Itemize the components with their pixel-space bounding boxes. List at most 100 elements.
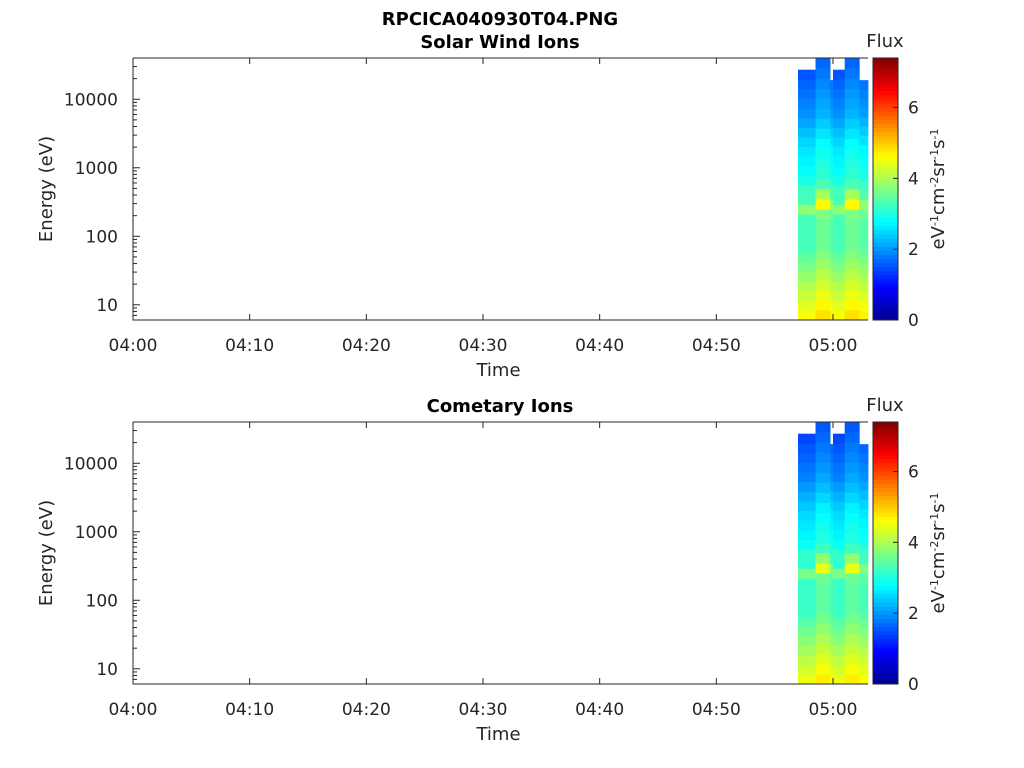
- heatmap-cell: [798, 146, 816, 157]
- heatmap-cell: [844, 613, 860, 624]
- heatmap-cell: [833, 252, 846, 263]
- heatmap-cell: [815, 148, 831, 160]
- heatmap-cell: [844, 88, 860, 99]
- colorbar-tick-label: 2: [908, 604, 919, 624]
- heatmap-cell: [833, 433, 846, 444]
- colorbar-swatch: [873, 577, 898, 583]
- heatmap-cell: [859, 471, 869, 482]
- heatmap-cell: [798, 597, 816, 608]
- colorbar-swatch: [873, 651, 898, 656]
- colorbar-swatch: [873, 115, 898, 120]
- colorbar-swatch: [873, 189, 898, 194]
- heatmap-cell: [798, 529, 816, 540]
- heatmap-cell: [833, 664, 846, 675]
- heatmap-cell: [859, 80, 869, 90]
- heatmap-cell: [830, 181, 834, 192]
- colorbar-swatch: [873, 98, 898, 104]
- heatmap-cell: [833, 616, 846, 627]
- colorbar-swatch: [873, 311, 898, 317]
- heatmap-cell: [798, 127, 816, 138]
- heatmap-cell: [815, 289, 831, 301]
- heatmap-cell: [815, 442, 831, 453]
- colorbar-swatch: [873, 197, 898, 202]
- colorbar-swatch: [873, 483, 898, 488]
- heatmap-cell: [859, 610, 869, 620]
- x-tick-label: 04:40: [575, 700, 624, 720]
- colorbar-swatch: [873, 602, 898, 607]
- heatmap-cell: [833, 156, 846, 167]
- heatmap-cell: [844, 229, 860, 240]
- heatmap-cell: [815, 492, 831, 504]
- y-tick-label: 10000: [64, 90, 118, 110]
- colorbar-swatch: [873, 553, 898, 558]
- heatmap-cell: [830, 117, 834, 127]
- heatmap-cell: [844, 168, 860, 180]
- colorbar-swatch: [873, 491, 898, 497]
- x-axis-label: Time: [475, 360, 520, 381]
- x-tick-label: 04:20: [342, 700, 391, 720]
- x-tick-label: 04:30: [459, 336, 508, 356]
- heatmap-cell: [844, 643, 860, 655]
- colorbar-swatch: [873, 524, 898, 529]
- heatmap-cell: [798, 310, 816, 321]
- heatmap-cell: [844, 522, 860, 534]
- heatmap-cell: [859, 236, 869, 247]
- heatmap-cell: [844, 512, 860, 524]
- x-tick-label: 04:00: [109, 336, 158, 356]
- heatmap-cell: [859, 453, 869, 463]
- colorbar-tick-label: 4: [908, 169, 919, 189]
- heatmap-cell: [859, 209, 869, 219]
- heatmap-cell: [798, 587, 816, 598]
- colorbar-swatch: [873, 127, 898, 133]
- heatmap-cell: [844, 573, 860, 584]
- colorbar-swatch: [873, 467, 898, 472]
- heatmap-cell: [815, 653, 831, 665]
- heatmap-cell: [798, 98, 816, 109]
- heatmap-cell: [798, 300, 816, 311]
- heatmap-cell: [833, 223, 846, 234]
- colorbar-swatch: [873, 634, 898, 640]
- heatmap-cell: [815, 563, 831, 574]
- y-tick-label: 100: [86, 591, 118, 611]
- colorbar-swatch: [873, 172, 898, 178]
- colorbar-swatch: [873, 450, 898, 456]
- heatmap-cell: [844, 563, 860, 574]
- heatmap-cell: [830, 209, 834, 219]
- heatmap-cell: [844, 452, 860, 463]
- heatmap-cell: [833, 568, 846, 579]
- heatmap-cell: [830, 499, 834, 510]
- heatmap-cell: [859, 273, 869, 284]
- heatmap-cell: [798, 88, 816, 99]
- heatmap-cell: [830, 98, 834, 109]
- heatmap-cell: [830, 264, 834, 275]
- heatmap-cell: [833, 117, 846, 128]
- heatmap-cell: [859, 126, 869, 136]
- colorbar-swatch: [873, 430, 898, 435]
- colorbar-swatch: [873, 315, 898, 321]
- heatmap-cell: [830, 490, 834, 500]
- heatmap-cell: [859, 98, 869, 109]
- heatmap-cell: [859, 508, 869, 519]
- heatmap-cell: [844, 422, 860, 433]
- heatmap-cell: [830, 218, 834, 229]
- colorbar-swatch: [873, 176, 898, 182]
- heatmap-cell: [815, 472, 831, 483]
- heatmap-cell: [830, 582, 834, 593]
- heatmap-cell: [798, 645, 816, 656]
- heatmap-cell: [830, 462, 834, 473]
- heatmap-cell: [844, 673, 860, 685]
- heatmap-cell: [815, 633, 831, 645]
- heatmap-cell: [844, 542, 860, 554]
- heatmap-cell: [815, 532, 831, 544]
- heatmap-cell: [830, 172, 834, 183]
- colorbar-swatch: [873, 274, 898, 280]
- heatmap-cell: [844, 98, 860, 109]
- heatmap-cell: [830, 536, 834, 547]
- colorbar-swatch: [873, 548, 898, 554]
- heatmap-cell: [859, 283, 869, 293]
- heatmap-cell: [815, 78, 831, 89]
- heatmap-cell: [815, 482, 831, 493]
- heatmap-cell: [830, 292, 834, 302]
- heatmap-cell: [815, 249, 831, 260]
- colorbar-title: Flux: [866, 395, 904, 416]
